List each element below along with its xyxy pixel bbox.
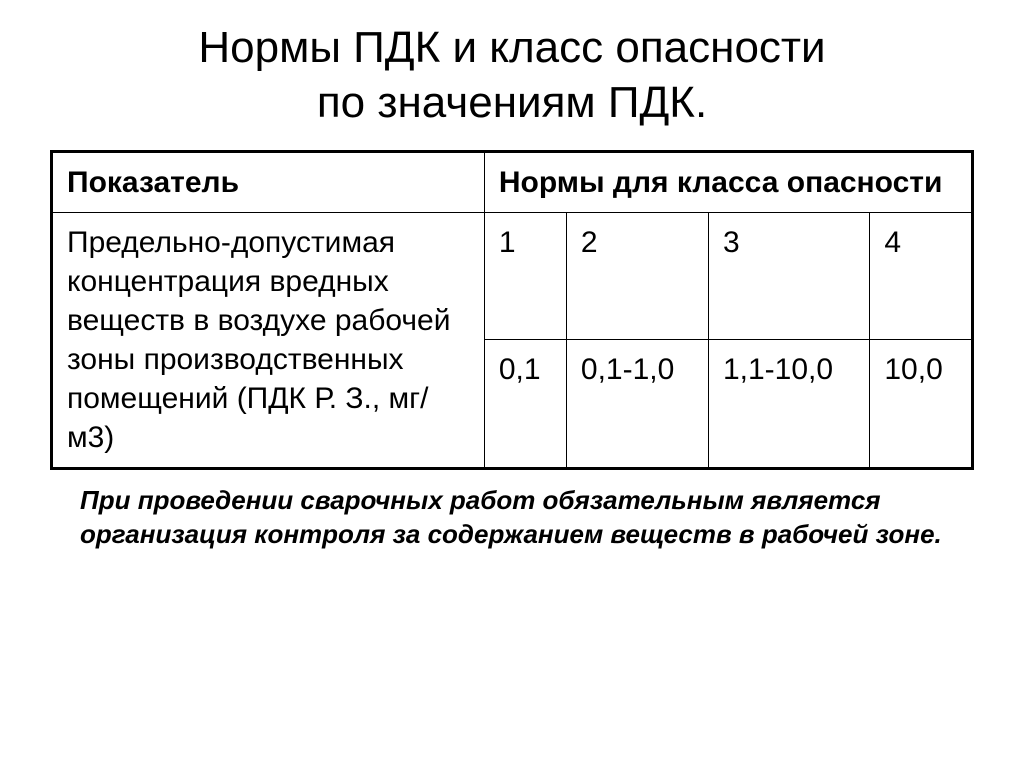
- class-number-cell: 3: [708, 213, 869, 340]
- class-value-cell: 10,0: [870, 339, 973, 468]
- header-norms: Нормы для класса опасности: [484, 152, 972, 213]
- table-class-numbers-row: Предельно-допустимая концентрация вредны…: [52, 213, 973, 340]
- pdk-table: Показатель Нормы для класса опасности Пр…: [50, 150, 974, 470]
- class-number-cell: 1: [484, 213, 566, 340]
- row-label: Предельно-допустимая концентрация вредны…: [52, 213, 485, 469]
- title-line-2: по значениям ПДК.: [317, 78, 707, 127]
- class-value-cell: 0,1: [484, 339, 566, 468]
- class-number-cell: 4: [870, 213, 973, 340]
- class-value-cell: 1,1-10,0: [708, 339, 869, 468]
- table-header-row: Показатель Нормы для класса опасности: [52, 152, 973, 213]
- header-indicator: Показатель: [52, 152, 485, 213]
- class-number-cell: 2: [566, 213, 708, 340]
- footnote: При проведении сварочных работ обязатель…: [50, 484, 974, 552]
- title-line-1: Нормы ПДК и класс опасности: [198, 23, 825, 72]
- class-value-cell: 0,1-1,0: [566, 339, 708, 468]
- page-title: Нормы ПДК и класс опасности по значениям…: [50, 20, 974, 130]
